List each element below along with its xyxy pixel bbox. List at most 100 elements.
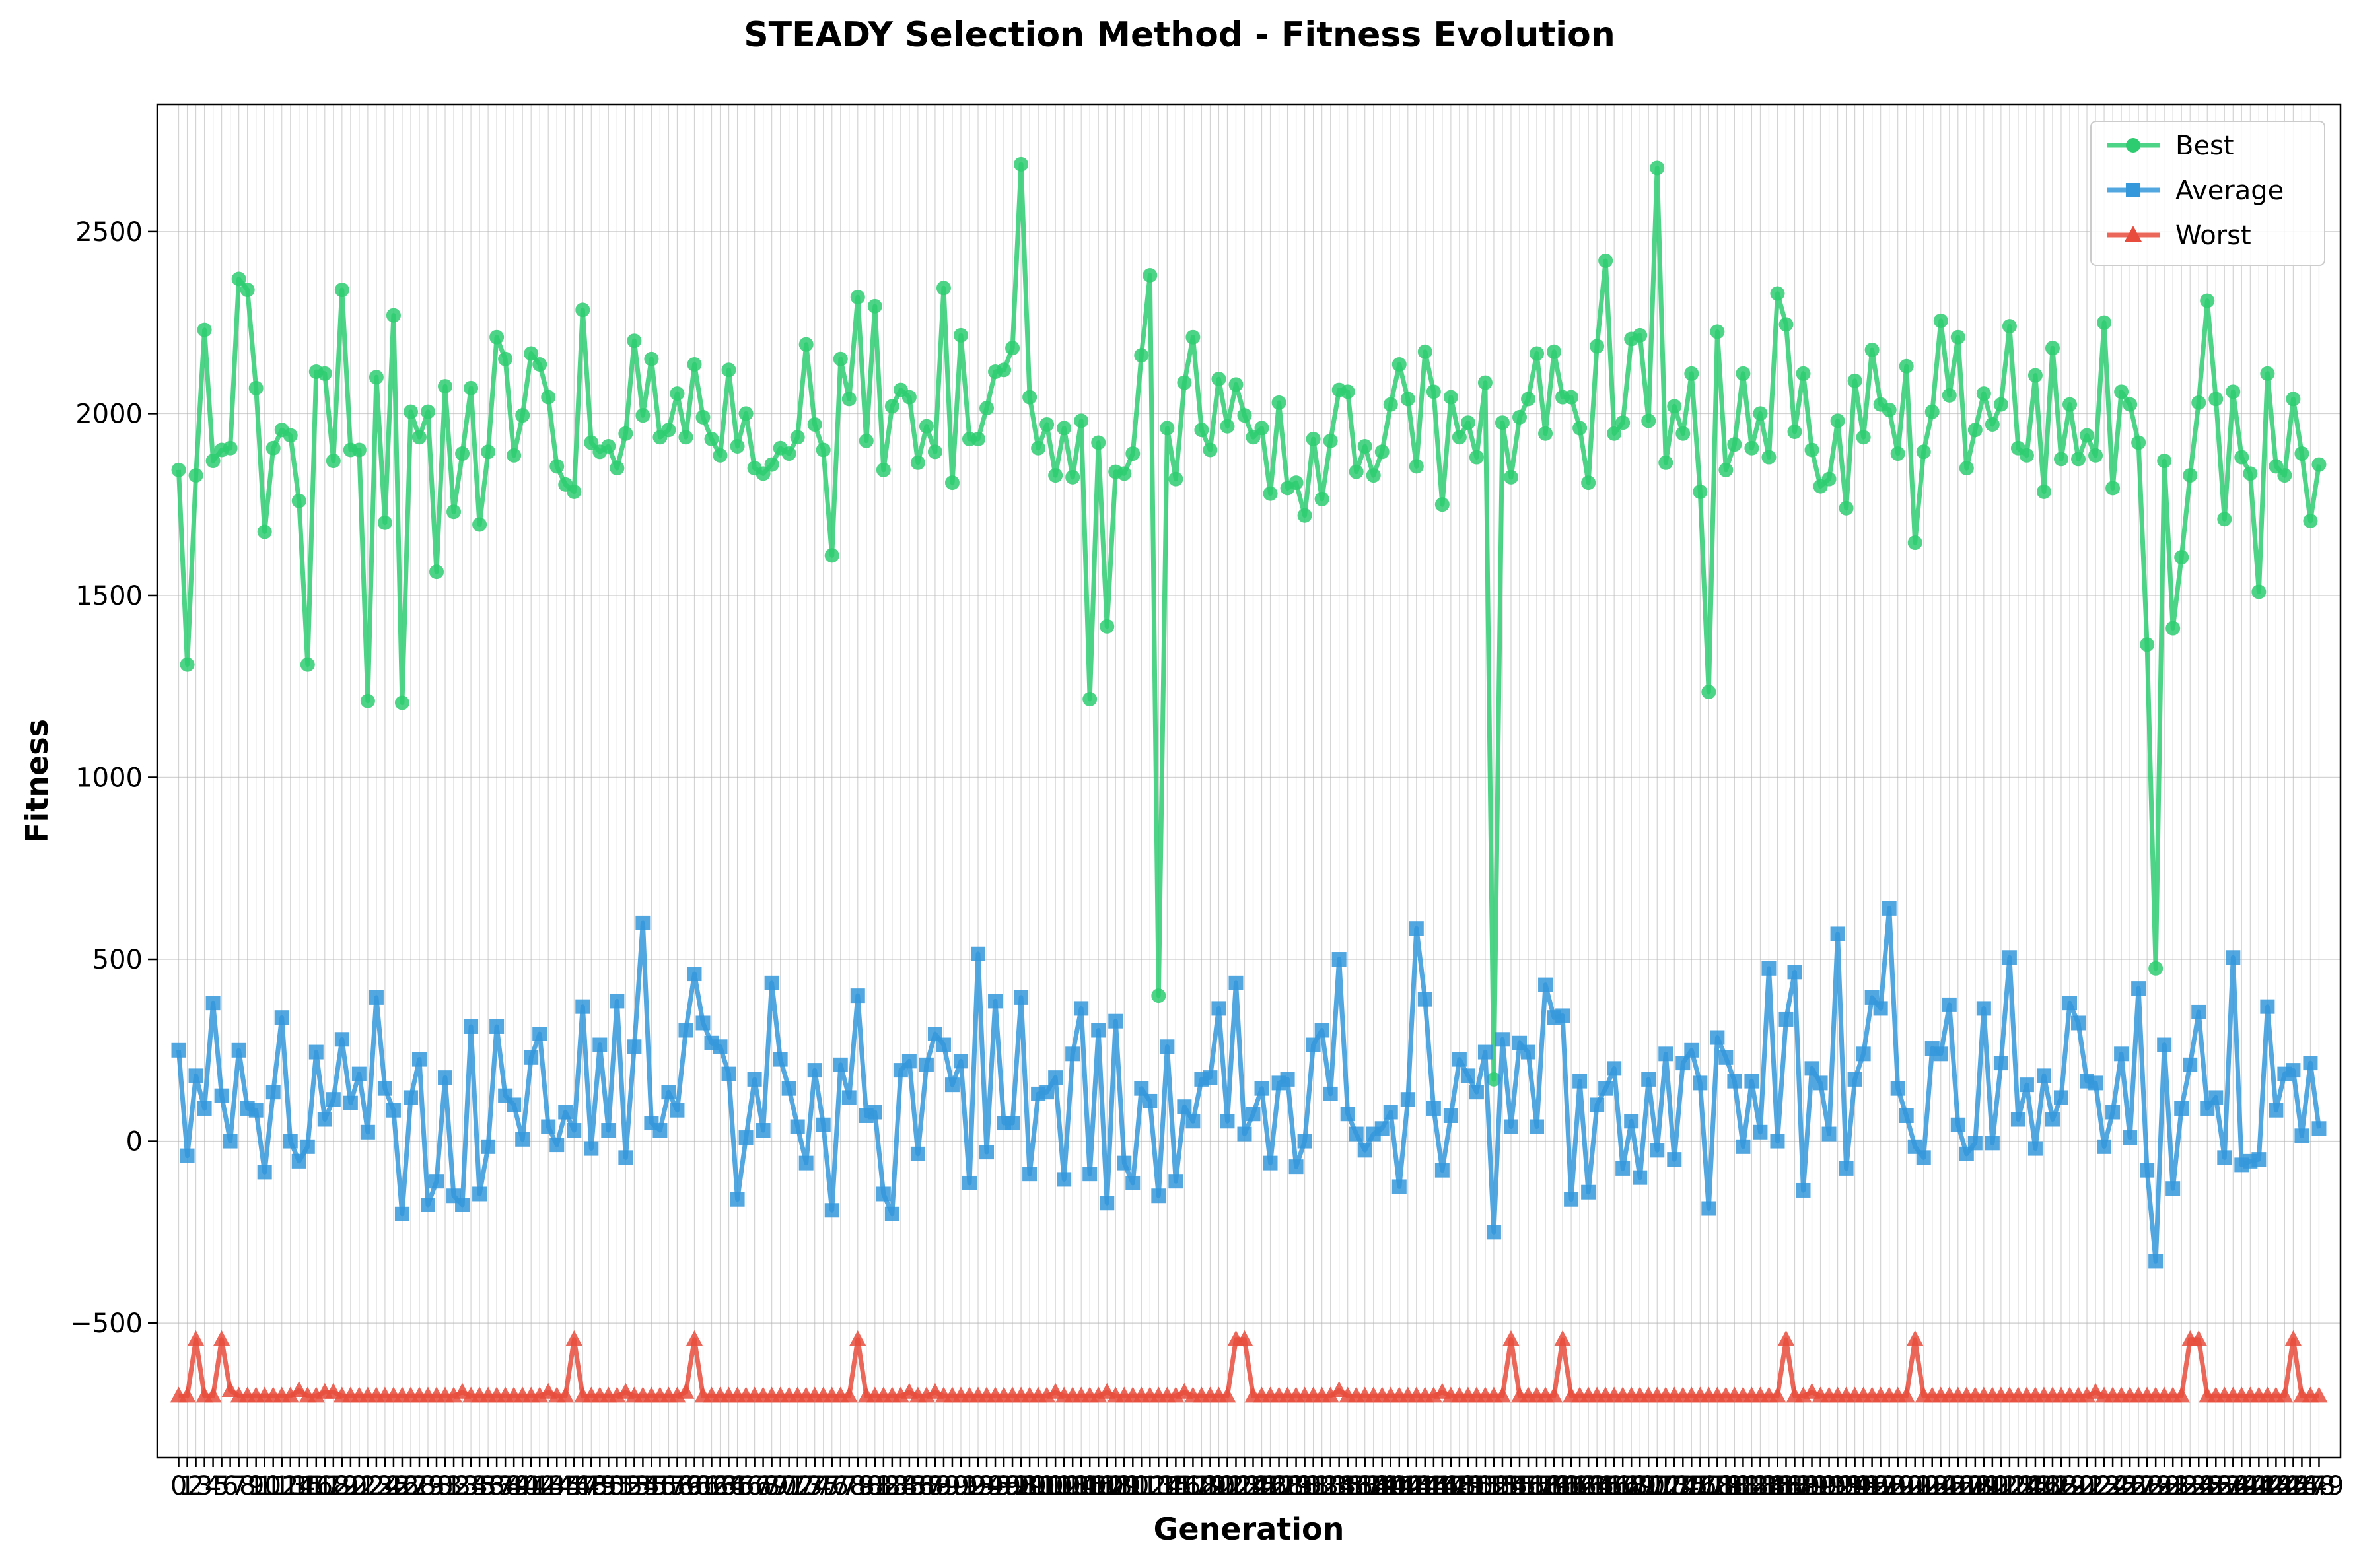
data-point <box>2053 452 2068 467</box>
data-point <box>1400 392 1415 407</box>
data-point <box>670 1103 685 1118</box>
x-tick-label: 185 <box>1743 1471 1794 1501</box>
data-point <box>1796 366 1811 381</box>
data-point <box>790 1119 805 1134</box>
x-tick-label: 6 <box>222 1471 238 1501</box>
data-point <box>2097 315 2112 330</box>
data-point <box>1572 1074 1588 1089</box>
data-point <box>1607 426 1622 441</box>
data-point <box>2062 397 2078 412</box>
x-tick-label: 81 <box>858 1471 892 1501</box>
x-tick-label: 126 <box>1236 1471 1286 1501</box>
x-tick-label: 61 <box>686 1471 720 1501</box>
data-point <box>334 283 349 298</box>
x-tick-label: 20 <box>334 1471 367 1501</box>
x-tick-label: 89 <box>927 1471 960 1501</box>
x-tick-label: 180 <box>1701 1471 1751 1501</box>
x-tick-label: 143 <box>1383 1471 1433 1501</box>
x-tick-label: 200 <box>1873 1471 1923 1501</box>
data-point <box>472 517 487 532</box>
data-point <box>1667 399 1682 414</box>
x-tick-label: 63 <box>703 1471 737 1501</box>
x-tick-label: 173 <box>1640 1471 1691 1501</box>
data-point <box>1246 1107 1261 1122</box>
x-tick-label: 115 <box>1142 1471 1192 1501</box>
data-point <box>290 1381 308 1398</box>
data-point <box>180 657 195 672</box>
x-tick-label: 42 <box>523 1471 557 1501</box>
data-point <box>816 442 831 458</box>
data-point <box>1967 423 1983 438</box>
data-point <box>489 329 505 345</box>
data-point <box>1091 435 1106 450</box>
data-point <box>627 333 642 349</box>
data-point <box>2123 397 2138 412</box>
data-point <box>1409 921 1424 936</box>
x-tick-label: 29 <box>411 1471 445 1501</box>
data-point <box>979 1145 995 1160</box>
legend-marker <box>2125 226 2142 242</box>
x-tick-label: 83 <box>875 1471 909 1501</box>
x-tick-label: 49 <box>583 1471 617 1501</box>
data-point <box>2080 428 2095 443</box>
data-point <box>1211 1001 1226 1016</box>
x-tick-label: 106 <box>1065 1471 1115 1501</box>
data-point <box>1847 373 1862 388</box>
x-tick-label: 69 <box>755 1471 789 1501</box>
data-point <box>464 380 479 395</box>
data-point <box>308 1044 324 1060</box>
legend-entry-average: Average <box>2107 176 2284 206</box>
x-tick-label: 191 <box>1795 1471 1845 1501</box>
data-point <box>1203 442 1218 458</box>
x-tick-label: 216 <box>2010 1471 2060 1501</box>
x-tick-label: 99 <box>1013 1471 1047 1501</box>
data-point <box>1374 444 1390 460</box>
data-point <box>1340 1107 1355 1122</box>
x-tick-label: 161 <box>1537 1471 1588 1501</box>
data-point <box>214 1088 229 1103</box>
data-point <box>1143 1093 1158 1108</box>
data-point <box>1082 1167 1098 1182</box>
x-tick-label: 93 <box>962 1471 995 1501</box>
data-point <box>2191 395 2206 410</box>
x-tick-label: 228 <box>2113 1471 2164 1501</box>
data-point <box>1460 1068 1475 1083</box>
data-point <box>1306 431 1321 446</box>
data-point <box>1804 442 1819 458</box>
data-point <box>171 462 186 477</box>
x-tick-label: 102 <box>1030 1471 1080 1501</box>
data-point <box>686 1330 703 1346</box>
data-point <box>2191 1004 2206 1019</box>
x-tick-label: 234 <box>2165 1471 2215 1501</box>
data-point <box>756 1123 771 1138</box>
data-point <box>2002 950 2017 965</box>
data-point <box>867 1105 882 1120</box>
x-tick-label: 181 <box>1709 1471 1759 1501</box>
data-point <box>1899 1108 1914 1123</box>
data-point <box>713 448 728 463</box>
data-point <box>2053 1090 2068 1105</box>
data-point <box>257 524 272 539</box>
data-point <box>2217 1150 2232 1165</box>
data-point <box>1168 471 1183 487</box>
x-tick-label: 85 <box>892 1471 926 1501</box>
x-tick-label: 41 <box>514 1471 548 1501</box>
x-tick-label: 88 <box>918 1471 952 1501</box>
data-point <box>997 362 1012 378</box>
data-point <box>1839 1161 1854 1176</box>
data-point <box>1950 1117 1965 1132</box>
data-point <box>1641 413 1656 428</box>
x-tick-label: 147 <box>1417 1471 1467 1501</box>
data-point <box>1598 1081 1613 1096</box>
data-point <box>1545 1386 1563 1403</box>
x-tick-label: 101 <box>1022 1471 1072 1501</box>
x-tick-label: 195 <box>1829 1471 1880 1501</box>
x-tick-label: 65 <box>721 1471 754 1501</box>
data-point <box>1160 1039 1175 1054</box>
x-axis-label: Generation <box>1154 1511 1345 1547</box>
x-tick-label: 124 <box>1219 1471 1269 1501</box>
data-point <box>1443 390 1458 405</box>
data-point <box>1933 1046 1948 1062</box>
data-point <box>1890 446 1905 461</box>
data-point <box>1993 397 2008 412</box>
